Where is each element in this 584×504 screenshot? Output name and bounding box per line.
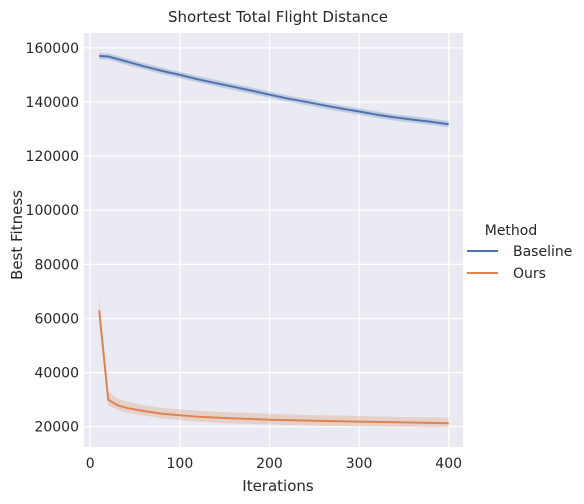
y-tick-label: 120000 <box>26 149 79 165</box>
chart-title: Shortest Total Flight Distance <box>168 8 388 26</box>
x-tick-label: 100 <box>167 456 194 472</box>
x-tick-label: 300 <box>346 456 373 472</box>
x-tick-label: 0 <box>86 456 95 472</box>
legend-title: Method <box>485 223 538 239</box>
y-tick-label: 40000 <box>34 366 79 382</box>
y-tick-label: 80000 <box>34 257 79 273</box>
y-axis-ticks: 20000 40000 60000 80000 100000 120000 140000 16… <box>26 41 79 436</box>
confidence-bands <box>99 52 449 428</box>
series-line-baseline <box>99 55 449 126</box>
legend: Method Baseline Ours <box>467 223 572 282</box>
y-tick-label: 60000 <box>34 311 79 327</box>
y-axis-label: Best Fitness <box>8 190 26 280</box>
confidence-band-baseline <box>99 52 449 128</box>
grid <box>84 33 463 447</box>
x-tick-label: 400 <box>435 456 462 472</box>
y-tick-label: 140000 <box>26 95 79 111</box>
x-tick-label: 200 <box>256 456 283 472</box>
legend-label-baseline: Baseline <box>513 244 572 260</box>
series-lines <box>98 55 449 425</box>
y-tick-label: 160000 <box>26 41 79 57</box>
x-axis-ticks: 0 100 200 300 400 <box>86 456 462 472</box>
series-line-ours <box>98 310 449 425</box>
y-tick-label: 100000 <box>26 203 79 219</box>
x-axis-label: Iterations <box>242 477 314 495</box>
y-tick-label: 20000 <box>34 420 79 436</box>
legend-label-ours: Ours <box>513 266 546 282</box>
